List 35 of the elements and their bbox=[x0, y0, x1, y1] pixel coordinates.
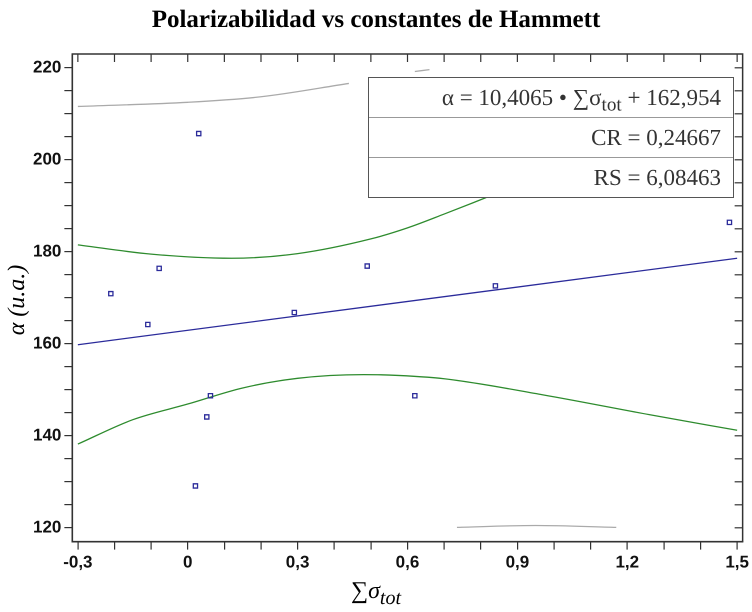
point bbox=[145, 322, 151, 328]
annotation: CR = 0,24667 bbox=[369, 117, 733, 157]
x-tick-label: -0,3 bbox=[63, 552, 93, 572]
x-tick-label: 0 bbox=[183, 552, 192, 572]
point bbox=[208, 393, 214, 399]
y-axis-title: α (u.a.) bbox=[4, 264, 31, 336]
y-tick-label: 160 bbox=[32, 333, 62, 352]
x-tick-label: 0,9 bbox=[506, 552, 530, 572]
x-tick-label: 1,5 bbox=[725, 552, 749, 572]
line-series bbox=[77, 196, 487, 259]
annotation: α = 10,4065 • ∑σ$_{tot}$ + 162,954 bbox=[440, 84, 722, 117]
point bbox=[364, 263, 370, 269]
y-tick-label: 200 bbox=[32, 149, 62, 168]
chart-title: Polarizabilidad vs constantes de Hammett bbox=[150, 6, 602, 34]
point bbox=[204, 414, 210, 420]
point bbox=[196, 130, 202, 136]
point bbox=[156, 266, 162, 272]
line-series bbox=[77, 374, 738, 445]
line-series bbox=[77, 82, 350, 108]
x-tick-label: 0,3 bbox=[286, 552, 310, 572]
y-tick-label: 180 bbox=[32, 241, 62, 260]
x-axis-title: ∑σ$_{tot}$ bbox=[350, 578, 402, 610]
point bbox=[108, 290, 114, 296]
y-tick-label: 120 bbox=[32, 517, 62, 536]
y-tick-label: 220 bbox=[32, 57, 62, 76]
text-box: α = 10,4065 • ∑σ$_{tot}$ + 162,954 CR = 0,24667 RS = 6,08463 bbox=[368, 77, 734, 198]
x-tick-label: 0,6 bbox=[396, 552, 420, 572]
point bbox=[292, 310, 298, 316]
point bbox=[412, 393, 418, 399]
point bbox=[492, 283, 498, 289]
y-tick-label: 140 bbox=[32, 425, 62, 444]
x-tick-label: 1,2 bbox=[615, 552, 640, 572]
annotation: RS = 6,08463 bbox=[369, 157, 733, 197]
point bbox=[192, 483, 198, 489]
point bbox=[726, 220, 732, 226]
